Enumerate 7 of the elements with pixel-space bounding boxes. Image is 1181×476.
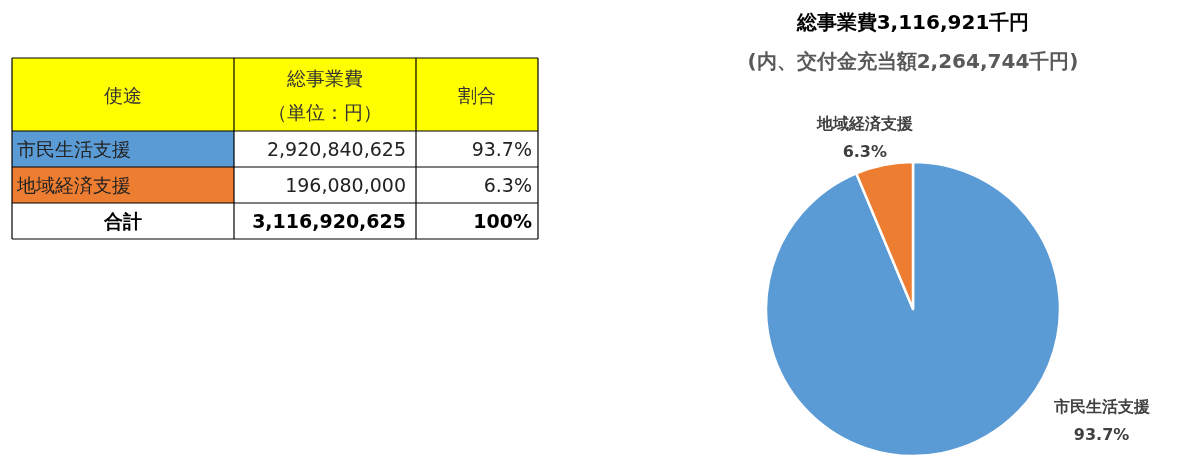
data-label: 6.3% — [842, 141, 888, 161]
data-label: 93.7% — [1073, 425, 1130, 445]
subtitle: (内、交付金充当額2,264,744千円) — [747, 49, 1079, 73]
slice-label: 市民生活支援 — [1052, 397, 1150, 417]
table: 使途 総事業費 （単位：円） 割合 市民生活支援 2,920,840,625 93.7% 地域経済支援 196,080,000 6.3% 合計 3,116,920,625 100% — [11, 57, 539, 240]
title: 総事業費3,116,921千円 — [796, 10, 1030, 34]
slice-label: 地域経済支援 — [815, 113, 913, 133]
